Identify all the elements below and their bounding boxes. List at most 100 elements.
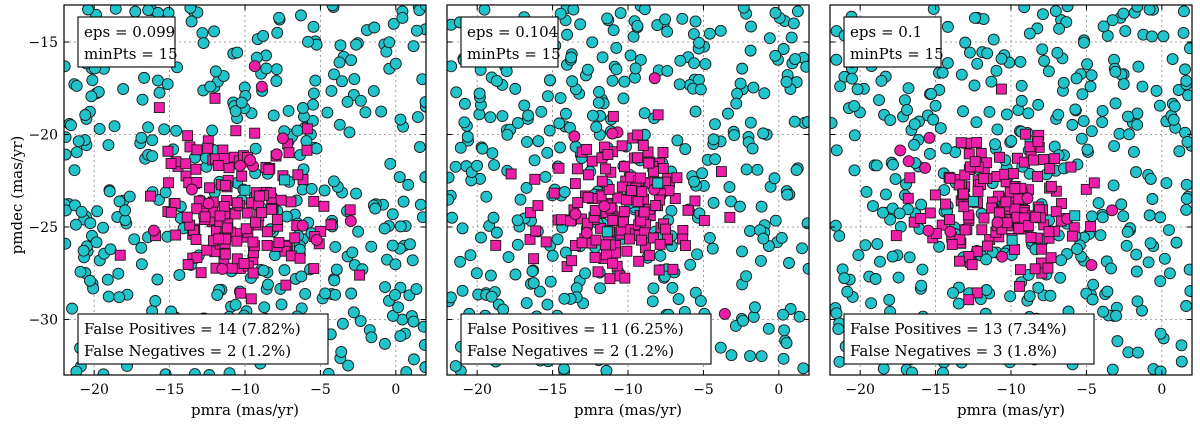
field-star-point xyxy=(793,310,806,323)
field-star-point xyxy=(1096,211,1109,224)
field-star-point xyxy=(554,7,567,20)
x-tick-label: −20 xyxy=(462,382,492,398)
cluster-member-point xyxy=(589,252,601,263)
field-star-point xyxy=(908,118,921,131)
field-star-point xyxy=(1037,8,1049,21)
field-star-point xyxy=(567,5,580,16)
field-star-point xyxy=(1115,198,1128,211)
field-star-point xyxy=(458,97,471,110)
cluster-member-point xyxy=(247,236,259,248)
field-star-point xyxy=(365,240,378,253)
cluster-member-point xyxy=(182,259,194,270)
field-star-point xyxy=(737,5,750,14)
field-star-point xyxy=(1070,72,1083,85)
field-star-point xyxy=(744,350,756,362)
field-star-point xyxy=(518,99,531,112)
field-star-point xyxy=(1005,134,1018,147)
field-star-point xyxy=(197,37,210,50)
field-star-point xyxy=(830,307,843,320)
false-positive-point xyxy=(991,216,1004,229)
cluster-member-point xyxy=(576,237,588,249)
field-star-point xyxy=(1036,43,1049,56)
cluster-member-point xyxy=(1028,154,1039,166)
field-star-point xyxy=(417,320,426,333)
field-star-point xyxy=(838,272,851,285)
field-star-point xyxy=(541,298,554,311)
field-star-point xyxy=(97,221,110,234)
cluster-member-point xyxy=(289,232,301,244)
field-star-point xyxy=(1014,55,1027,68)
field-star-point xyxy=(1023,290,1036,302)
field-star-point xyxy=(64,204,72,217)
field-star-point xyxy=(334,39,347,52)
cluster-member-point xyxy=(191,144,203,156)
field-star-point xyxy=(526,265,539,278)
cluster-member-point xyxy=(553,162,565,174)
field-star-point xyxy=(970,116,983,129)
field-star-point xyxy=(744,225,756,237)
x-tick-label: −15 xyxy=(155,382,185,398)
x-tick-label: −15 xyxy=(538,382,568,398)
cluster-member-point xyxy=(1032,171,1043,182)
y-tick-label: −25 xyxy=(28,220,58,236)
field-star-point xyxy=(1180,74,1192,87)
field-star-point xyxy=(915,279,928,292)
field-star-point xyxy=(709,153,722,166)
field-star-point xyxy=(1071,243,1083,256)
field-star-point xyxy=(406,254,419,267)
field-star-point xyxy=(1022,107,1035,120)
field-star-point xyxy=(104,243,117,256)
cluster-member-point xyxy=(219,248,231,260)
field-star-point xyxy=(902,82,915,95)
cluster-member-point xyxy=(195,267,207,279)
cluster-member-point xyxy=(607,110,619,122)
cluster-member-point xyxy=(280,279,292,291)
field-star-point xyxy=(1150,84,1163,97)
field-star-point xyxy=(325,84,338,97)
field-star-point xyxy=(1123,128,1135,141)
cluster-member-point xyxy=(241,207,253,219)
field-star-point xyxy=(296,102,309,114)
cluster-member-point xyxy=(1080,183,1092,195)
field-star-point xyxy=(883,293,896,306)
field-star-point xyxy=(109,5,122,15)
x-tick-label: −5 xyxy=(693,382,714,398)
cluster-member-point xyxy=(981,240,993,252)
cluster-member-point xyxy=(1000,196,1012,208)
field-star-point xyxy=(672,293,685,306)
field-star-point xyxy=(941,20,954,33)
field-star-point xyxy=(661,64,674,77)
field-star-point xyxy=(1066,118,1079,131)
field-star-point xyxy=(659,13,672,26)
cluster-member-point xyxy=(936,219,948,231)
cluster-member-point xyxy=(698,215,710,226)
field-star-point xyxy=(305,182,318,195)
false-negative-point xyxy=(652,177,664,189)
field-star-point xyxy=(117,83,130,95)
field-star-point xyxy=(267,109,280,122)
cluster-member-point xyxy=(616,181,628,193)
field-star-point xyxy=(775,232,788,244)
cluster-member-point xyxy=(955,137,967,149)
field-star-point xyxy=(70,146,83,159)
field-star-point xyxy=(350,187,363,200)
field-star-point xyxy=(1142,256,1155,269)
cluster-member-point xyxy=(231,197,243,209)
field-star-point xyxy=(392,301,405,314)
field-star-point xyxy=(777,43,790,55)
field-star-point xyxy=(744,44,757,57)
field-star-point xyxy=(592,96,605,109)
field-star-point xyxy=(511,238,524,251)
field-star-point xyxy=(875,74,888,87)
field-star-point xyxy=(987,33,1000,46)
cluster-member-point xyxy=(616,140,628,152)
field-star-point xyxy=(884,213,897,226)
field-star-point xyxy=(389,57,402,70)
cluster-member-point xyxy=(602,149,614,160)
field-star-point xyxy=(751,163,764,176)
field-star-point xyxy=(204,80,217,93)
field-star-point xyxy=(903,251,916,264)
field-star-point xyxy=(661,25,674,38)
cluster-member-point xyxy=(1045,180,1057,192)
